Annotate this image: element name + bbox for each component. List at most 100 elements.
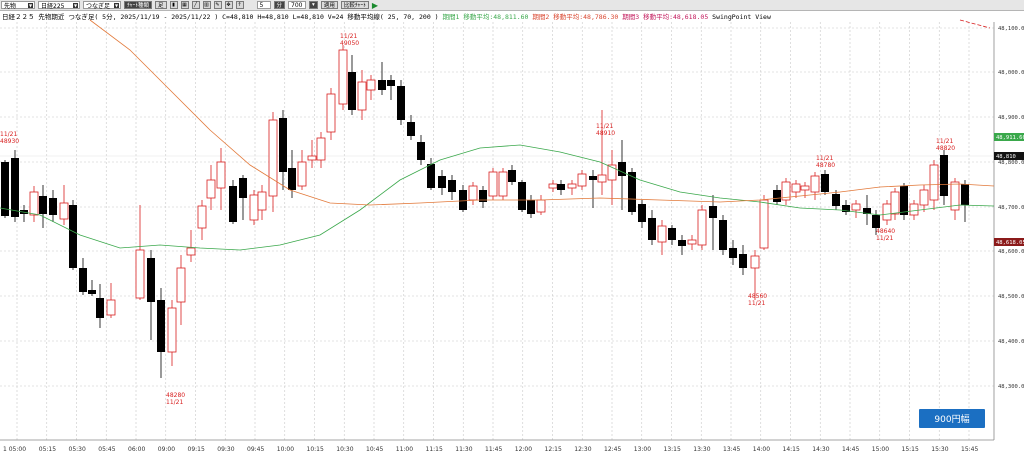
bearish-candle[interactable] [739, 254, 747, 268]
bullish-candle[interactable] [297, 161, 307, 187]
bullish-candle[interactable] [800, 185, 810, 191]
bullish-candle[interactable] [759, 199, 769, 249]
bearish-candle[interactable] [589, 176, 597, 180]
play-icon[interactable]: ▶ [371, 0, 378, 10]
line-chart-icon[interactable]: ╱ [191, 1, 200, 9]
bearish-candle[interactable] [479, 190, 487, 202]
bar-chart-icon[interactable]: ▥ [202, 1, 211, 9]
bearish-candle[interactable] [11, 158, 19, 217]
count-unit-button[interactable]: ▾ [309, 1, 318, 9]
bearish-candle[interactable] [940, 155, 948, 196]
bearish-candle[interactable] [508, 170, 516, 182]
bearish-candle[interactable] [427, 164, 435, 188]
bearish-candle[interactable] [518, 182, 526, 210]
bullish-candle[interactable] [781, 181, 791, 201]
grid-icon[interactable]: ▦ [180, 1, 189, 9]
bearish-candle[interactable] [773, 190, 781, 202]
bullish-candle[interactable] [257, 191, 267, 211]
bullish-candle[interactable] [909, 203, 919, 216]
bearish-candle[interactable] [842, 205, 850, 212]
count-input[interactable]: 700 [288, 1, 307, 9]
bullish-candle[interactable] [851, 203, 861, 211]
bearish-candle[interactable] [147, 258, 155, 302]
bullish-candle[interactable] [919, 189, 929, 206]
bullish-candle[interactable] [791, 183, 801, 193]
mode-select[interactable]: つなぎ足 ▼ [83, 1, 121, 10]
pen-icon[interactable]: ✎ [213, 1, 222, 9]
bullish-candle[interactable] [950, 181, 960, 211]
trend-line[interactable] [959, 19, 991, 29]
bearish-candle[interactable] [872, 215, 880, 228]
candle-icon[interactable]: ▮ [169, 1, 178, 9]
period-input[interactable]: 5 [256, 1, 271, 9]
bearish-candle[interactable] [729, 248, 737, 258]
bearish-candle[interactable] [668, 228, 676, 240]
move-icon[interactable]: ✥ [224, 1, 233, 9]
apply-button[interactable]: 適用 [320, 1, 338, 9]
bearish-candle[interactable] [648, 218, 656, 240]
bullish-candle[interactable] [338, 49, 348, 105]
bearish-candle[interactable] [709, 206, 717, 218]
bearish-candle[interactable] [832, 194, 840, 206]
market-select[interactable]: 先物 ▼ [1, 1, 35, 10]
bearish-candle[interactable] [459, 190, 467, 210]
bearish-candle[interactable] [49, 198, 57, 215]
bullish-candle[interactable] [929, 164, 939, 201]
bullish-candle[interactable] [106, 299, 116, 316]
bullish-candle[interactable] [607, 164, 617, 181]
bearish-candle[interactable] [397, 86, 405, 120]
compare-chart-button[interactable]: 比較ﾁｬｰﾄ [340, 1, 369, 9]
bearish-candle[interactable] [387, 80, 395, 86]
bearish-candle[interactable] [719, 220, 727, 250]
bullish-candle[interactable] [548, 183, 558, 189]
bullish-candle[interactable] [307, 155, 317, 161]
bearish-candle[interactable] [900, 186, 908, 215]
bearish-candle[interactable] [417, 142, 425, 160]
bullish-candle[interactable] [316, 137, 326, 161]
bullish-candle[interactable] [498, 171, 508, 197]
bullish-candle[interactable] [810, 175, 820, 193]
bullish-candle[interactable] [186, 247, 196, 256]
bearish-candle[interactable] [628, 172, 636, 212]
bullish-candle[interactable] [687, 239, 697, 245]
bullish-candle[interactable] [750, 255, 760, 269]
bullish-candle[interactable] [268, 119, 278, 197]
bullish-candle[interactable] [29, 191, 39, 216]
bearish-candle[interactable] [69, 205, 77, 268]
bullish-candle[interactable] [890, 191, 900, 215]
symbol-select[interactable]: 日経225 ▼ [38, 1, 80, 10]
bullish-candle[interactable] [216, 161, 226, 189]
bearish-candle[interactable] [438, 176, 446, 188]
bearish-candle[interactable] [618, 162, 626, 176]
bearish-candle[interactable] [39, 196, 47, 214]
bullish-candle[interactable] [657, 225, 667, 243]
bullish-candle[interactable] [468, 185, 478, 201]
style-button[interactable]: 足 [155, 1, 167, 9]
bullish-candle[interactable] [882, 203, 892, 221]
bearish-candle[interactable] [821, 174, 829, 192]
bearish-candle[interactable] [79, 268, 87, 292]
bearish-candle[interactable] [407, 122, 415, 136]
bearish-candle[interactable] [157, 300, 165, 352]
bullish-candle[interactable] [135, 249, 145, 299]
bearish-candle[interactable] [88, 290, 96, 294]
bullish-candle[interactable] [697, 209, 707, 246]
bearish-candle[interactable] [1, 162, 9, 216]
bullish-candle[interactable] [597, 174, 607, 183]
bearish-candle[interactable] [239, 178, 247, 198]
bullish-candle[interactable] [577, 173, 587, 187]
bearish-candle[interactable] [448, 180, 456, 192]
bullish-candle[interactable] [249, 194, 259, 221]
bearish-candle[interactable] [288, 168, 296, 190]
bullish-candle[interactable] [206, 179, 216, 199]
bearish-candle[interactable] [678, 240, 686, 246]
bearish-candle[interactable] [279, 118, 287, 172]
bullish-candle[interactable] [567, 183, 577, 189]
bearish-candle[interactable] [527, 200, 535, 214]
bearish-candle[interactable] [348, 72, 356, 110]
bearish-candle[interactable] [96, 298, 104, 318]
bullish-candle[interactable] [536, 199, 546, 213]
arrow-up-icon[interactable]: ↑ [235, 1, 244, 9]
bearish-candle[interactable] [961, 184, 969, 205]
